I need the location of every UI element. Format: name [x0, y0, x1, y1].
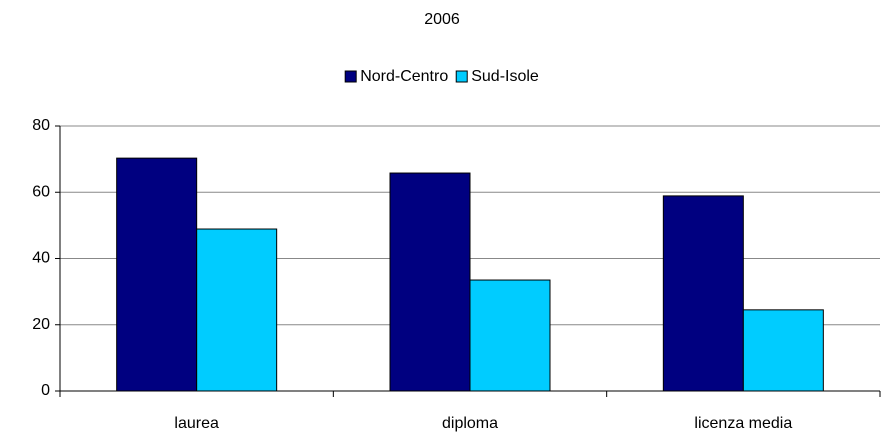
- bar: [662, 195, 744, 392]
- legend-item: Sud-Isole: [455, 68, 539, 85]
- chart-title: 2006: [424, 11, 460, 28]
- y-tick-label: 40: [32, 250, 50, 267]
- legend-swatch: [344, 70, 357, 83]
- legend-label: Sud-Isole: [471, 68, 539, 85]
- bar: [389, 172, 471, 392]
- x-tick-label: laurea: [174, 415, 219, 432]
- legend: Nord-Centro Sud-Isole: [344, 68, 539, 85]
- y-tick-label: 20: [32, 316, 50, 333]
- bar: [196, 228, 278, 392]
- y-tick-label: 0: [41, 382, 50, 399]
- bar: [742, 309, 824, 392]
- y-tick-label: 80: [32, 117, 50, 134]
- y-tick-label: 60: [32, 183, 50, 200]
- x-tick-label: diploma: [442, 415, 498, 432]
- bar: [469, 279, 551, 392]
- legend-item: Nord-Centro: [344, 68, 448, 85]
- legend-label: Nord-Centro: [360, 68, 448, 85]
- legend-swatch: [455, 70, 468, 83]
- x-tick-label: licenza media: [694, 415, 792, 432]
- bar: [116, 157, 198, 392]
